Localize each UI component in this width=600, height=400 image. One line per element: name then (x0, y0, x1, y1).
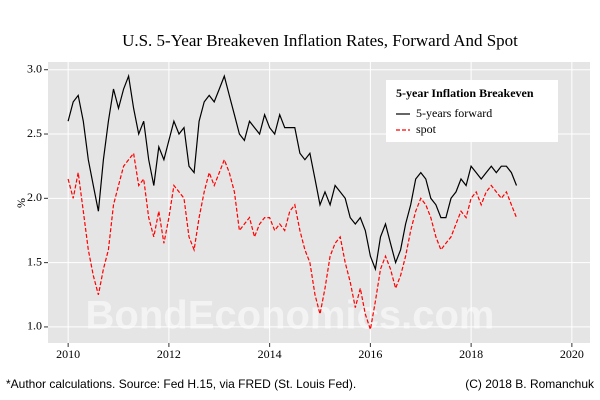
credit: (C) 2018 B. Romanchuk (465, 377, 595, 391)
x-tick-label: 2020 (560, 347, 584, 361)
y-tick-label: 1.0 (27, 319, 42, 333)
y-tick-label: 2.0 (27, 190, 42, 204)
y-tick-label: 3.0 (27, 61, 42, 75)
legend-label: 5-years forward (416, 106, 492, 120)
line-series (67, 151, 518, 330)
y-tick-label: 1.5 (27, 254, 42, 268)
line-series (67, 73, 518, 272)
y-tick-label: 2.5 (27, 126, 42, 140)
footnote: *Author calculations. Source: Fed H.15, … (6, 377, 356, 391)
legend-box (386, 80, 558, 142)
x-tick-label: 2014 (258, 347, 282, 361)
legend-label: spot (416, 122, 437, 136)
chart-title: U.S. 5-Year Breakeven Inflation Rates, F… (122, 31, 518, 50)
legend-title: 5-year Inflation Breakeven (396, 86, 534, 100)
x-tick-label: 2012 (157, 347, 181, 361)
watermark: BondEconomics.com (86, 294, 495, 338)
x-tick-label: 2018 (459, 347, 483, 361)
x-tick-label: 2016 (358, 347, 382, 361)
y-axis-label: % (14, 198, 28, 208)
x-tick-label: 2010 (56, 347, 80, 361)
